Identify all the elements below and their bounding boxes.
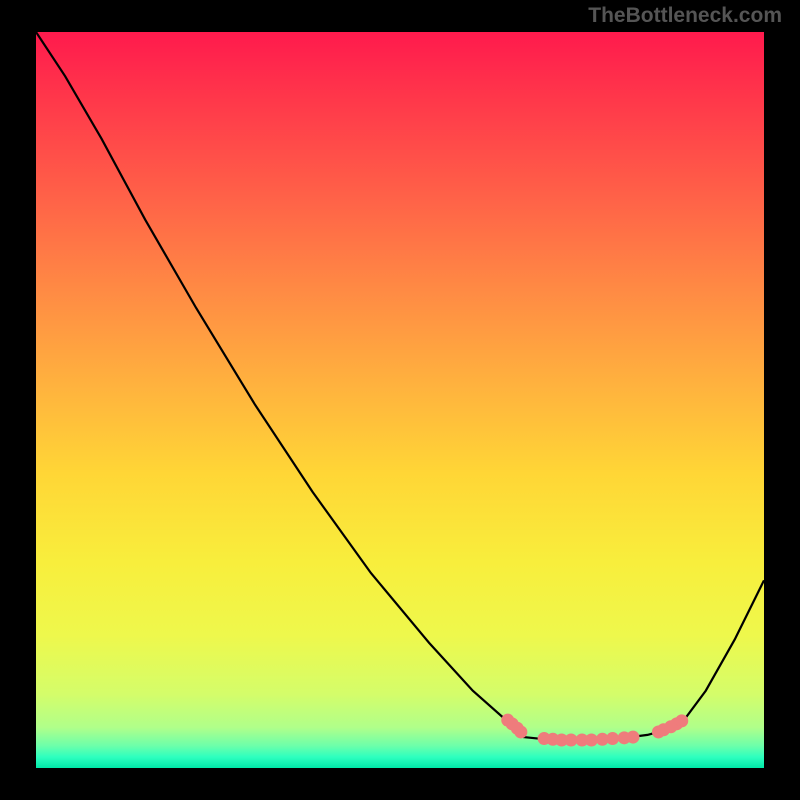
marker-cluster	[501, 714, 688, 747]
marker-point	[606, 732, 619, 745]
curve-layer	[36, 32, 764, 768]
marker-point	[626, 731, 639, 744]
bottleneck-curve	[36, 32, 764, 740]
marker-point	[675, 714, 688, 727]
marker-point	[514, 725, 527, 738]
watermark-text: TheBottleneck.com	[588, 4, 782, 28]
plot-area	[36, 32, 764, 768]
